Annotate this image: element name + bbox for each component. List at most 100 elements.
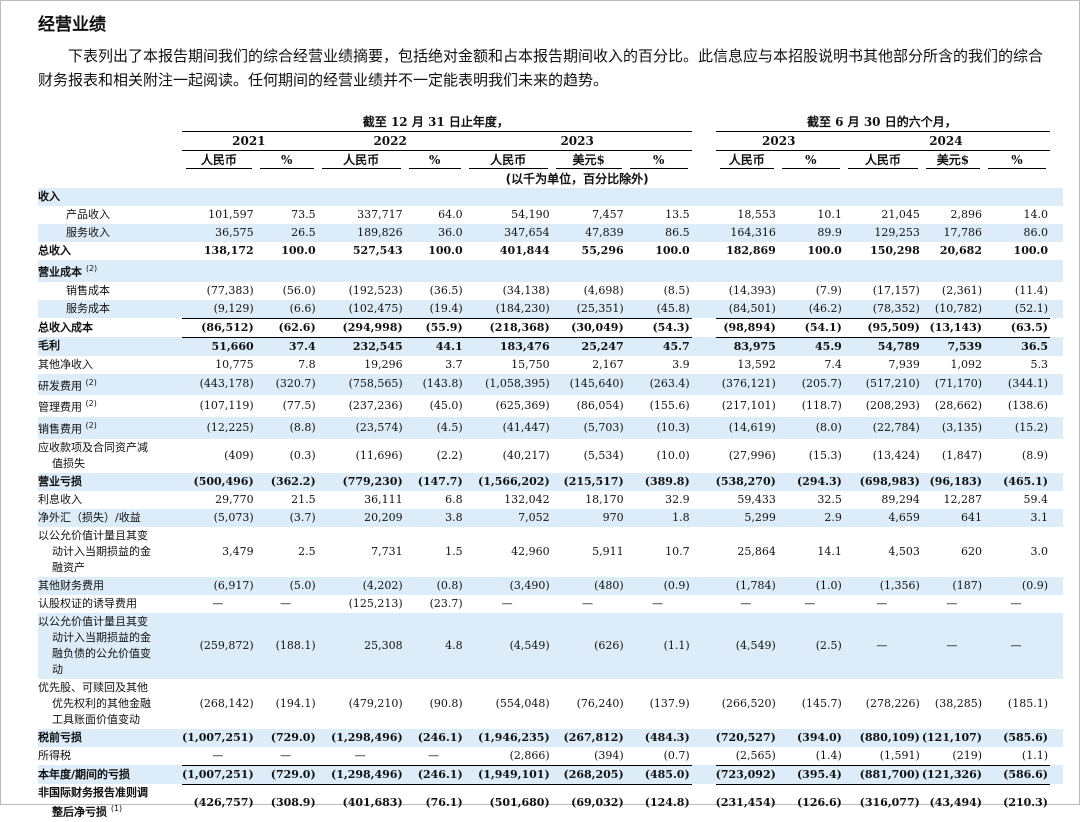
value-cell: 132,042 xyxy=(504,492,550,506)
value-cell: (409) xyxy=(224,448,254,462)
value-cell: (626) xyxy=(551,612,626,679)
value-cell: 25,247 xyxy=(551,337,626,356)
value-cell: 7.4 xyxy=(824,357,842,371)
value-cell: (585.6) xyxy=(984,728,1050,747)
value-cell: 14.0 xyxy=(1023,208,1049,221)
footnote-ref: (2) xyxy=(85,420,97,430)
blank xyxy=(1050,151,1063,171)
currency-header: 美元$ xyxy=(922,151,984,171)
value-cell: 10.7 xyxy=(665,544,690,558)
value-cell: (11,696) xyxy=(355,448,403,462)
value-cell: (1,356) xyxy=(843,576,922,595)
value-cell: 44.1 xyxy=(404,337,465,356)
row-label: 所得税 xyxy=(38,747,182,766)
value-cell: 54,789 xyxy=(843,337,922,356)
row-label: 服务收入 xyxy=(38,224,182,242)
value-cell: 100.0 xyxy=(281,244,316,257)
blank xyxy=(1050,416,1063,439)
value-cell: 7.8 xyxy=(298,357,316,371)
value-cell: (1,847) xyxy=(941,448,982,462)
value-cell: (210.3) xyxy=(1003,796,1048,810)
value-cell: 25,864 xyxy=(737,544,776,558)
row-label-text: 以公允价值计量且其变 动计入当期损益的金 融负债的公允价值变 动 xyxy=(38,614,151,676)
value-cell: (4,202) xyxy=(317,576,405,595)
value-cell: (23,574) xyxy=(317,416,405,439)
value-cell xyxy=(921,260,984,282)
header-row: 2021 2022 2023 2023 2024 xyxy=(38,131,1063,151)
value-cell: (8.8) xyxy=(255,416,318,439)
row-label-text: 毛利 xyxy=(38,339,60,353)
table-row: 本年度/期间的亏损 (1,007,251) (729.0) (1,298,496) (2… xyxy=(38,764,1063,785)
value-cell: (138.6) xyxy=(1007,399,1048,413)
spacer xyxy=(691,224,716,242)
value-cell xyxy=(404,260,465,282)
value-cell: (266,520) xyxy=(721,696,776,710)
value-cell: 401,844 xyxy=(499,244,550,257)
value-cell: (779,230) xyxy=(317,472,405,491)
row-label-text: 营业亏损 xyxy=(38,474,82,488)
table-row: 以公允价值计量且其变 动计入当期损益的金 融资产 3,479 2.5 7,731 1.5… xyxy=(38,527,1063,577)
spacer xyxy=(692,242,716,260)
value-cell: 150,298 xyxy=(870,244,920,257)
row-label-text: 营业成本 xyxy=(38,265,82,279)
value-cell: (27,996) xyxy=(728,448,776,462)
value-cell: (316,077) xyxy=(859,796,920,810)
value-cell: (54.1) xyxy=(777,317,844,338)
value-cell: (13,143) xyxy=(921,317,984,338)
blank xyxy=(38,132,182,151)
row-label: 销售费用 (2) xyxy=(38,416,182,439)
value-cell: (1,007,251) xyxy=(182,764,256,785)
value-cell: (625,369) xyxy=(495,399,550,413)
value-cell: (86,512) xyxy=(182,317,256,338)
value-cell: 101,597 xyxy=(208,208,254,221)
blank xyxy=(1050,318,1063,337)
value-cell: (231,454) xyxy=(715,796,776,810)
value-cell: (118.7) xyxy=(801,399,842,413)
value-cell: (0.9) xyxy=(625,576,692,595)
value-cell: (362.2) xyxy=(255,472,318,491)
value-cell: (881,700) xyxy=(843,764,922,785)
value-cell: (124.8) xyxy=(644,796,690,810)
row-label-text: 收入 xyxy=(38,190,60,203)
table-row: 服务收入 36,575 26.5 189,826 36.0 347,654 47,839 86… xyxy=(38,224,1063,242)
value-cell: 3.9 xyxy=(672,357,690,371)
value-cell: 21.5 xyxy=(291,492,316,506)
value-cell: (729.0) xyxy=(255,764,318,785)
spacer xyxy=(692,439,716,473)
row-label-text: 其他财务费用 xyxy=(38,578,104,592)
value-cell: (259,872) xyxy=(182,612,256,679)
row-label-text: 研发费用 xyxy=(38,379,82,393)
value-cell: (376,121) xyxy=(715,373,778,396)
row-label: 认股权证的诱导费用 xyxy=(38,595,182,613)
spacer xyxy=(691,373,716,396)
blank xyxy=(1050,679,1063,729)
header-row: 截至 12 月 31 日止年度， 截至 6 月 30 日的六个月， xyxy=(38,113,1063,132)
value-cell: 7,052 xyxy=(464,508,552,527)
blank xyxy=(1050,765,1063,785)
value-cell: 89,294 xyxy=(881,492,920,506)
value-cell: — xyxy=(946,596,958,610)
value-cell xyxy=(715,188,778,206)
value-cell: (517,210) xyxy=(843,373,922,396)
blank xyxy=(1050,747,1063,766)
value-cell: 17,786 xyxy=(921,224,984,242)
spacer xyxy=(692,282,716,300)
table-row: 所得税 — — — — (2,866) (394) (0.7) (2,565) (1.4) (1,5… xyxy=(38,747,1063,766)
value-cell: 2.9 xyxy=(777,508,844,527)
value-cell: (4.5) xyxy=(404,416,465,439)
row-label: 营业亏损 xyxy=(38,472,182,491)
row-label: 本年度/期间的亏损 xyxy=(38,765,182,785)
value-cell: (205.7) xyxy=(777,373,844,396)
value-cell: (188.1) xyxy=(255,612,318,679)
row-label-text: 销售费用 xyxy=(38,422,82,436)
value-cell: (46.2) xyxy=(777,299,844,319)
currency-header: % xyxy=(405,151,465,171)
row-label-text: 认股权证的诱导费用 xyxy=(38,596,137,610)
value-cell: 129,253 xyxy=(843,224,922,242)
value-cell: (76,240) xyxy=(576,696,624,710)
value-cell: (7.9) xyxy=(815,283,842,297)
spacer xyxy=(692,679,716,729)
value-cell: (2.2) xyxy=(436,448,463,462)
value-cell: (246.1) xyxy=(404,728,465,747)
currency-header: 人民币 xyxy=(318,151,405,171)
